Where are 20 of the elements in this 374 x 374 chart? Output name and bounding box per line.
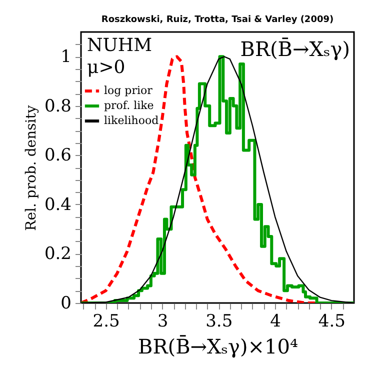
y-tick-label: 0.4 bbox=[44, 194, 72, 215]
annotation: NUHM bbox=[87, 35, 152, 56]
legend-label: log prior bbox=[104, 84, 154, 97]
x-tick-label: 2.5 bbox=[92, 312, 120, 332]
annotation: μ>0 bbox=[87, 57, 126, 78]
x-tick-label: 3.5 bbox=[206, 312, 233, 332]
y-tick-label: 0.8 bbox=[44, 96, 72, 116]
y-tick-label: 0 bbox=[60, 294, 72, 314]
legend-label: prof. like bbox=[104, 99, 154, 112]
annotation: BR(B̄→Xₛγ) bbox=[240, 37, 350, 61]
x-tick-label: 4 bbox=[270, 312, 281, 332]
y-axis-title: Rel. prob. density bbox=[23, 105, 40, 231]
x-axis-title: BR(B̄→Xₛγ)×10⁴ bbox=[138, 334, 298, 358]
x-tick-label: 4.5 bbox=[318, 312, 346, 332]
y-tick-label: 0.2 bbox=[44, 244, 72, 264]
chart-title: Roszkowski, Ruiz, Trotta, Tsai & Varley (2009) bbox=[101, 15, 334, 25]
y-tick-label: 1 bbox=[60, 47, 72, 68]
y-tick-label: 0.6 bbox=[44, 146, 72, 166]
legend-label: likelihood bbox=[104, 114, 159, 127]
x-tick-label: 3 bbox=[157, 312, 168, 332]
